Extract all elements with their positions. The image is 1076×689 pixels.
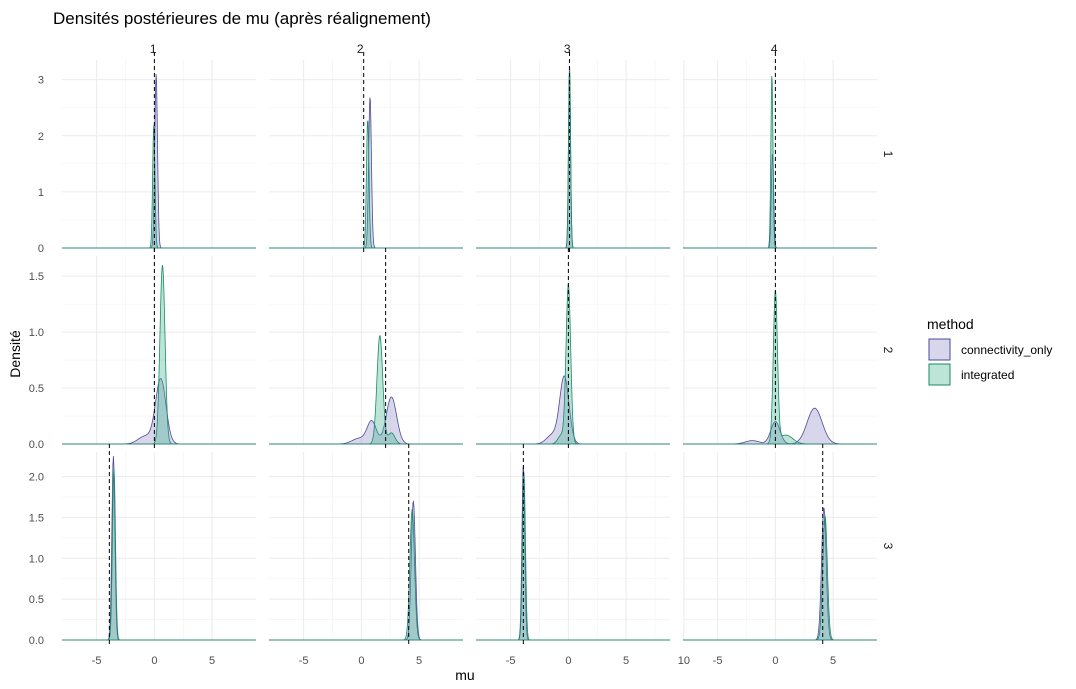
facet-panel: [269, 52, 463, 252]
x-tick-label: -5: [506, 655, 516, 667]
density-integrated: [476, 472, 670, 641]
chart-title: Densités postérieures de mu (après réali…: [53, 9, 431, 28]
legend: method connectivity_only integrated: [927, 316, 1052, 386]
panel-grid: 1 2 3 4 1 2 3 0 1 2 3 0.0 0.5 1.0 1.5 0.0 0.5 1.0 1.5 2.0 -5…: [29, 42, 895, 667]
facet-panel: [269, 248, 463, 448]
density-connectivity-only: [683, 507, 877, 641]
x-tick-label: 0: [358, 655, 364, 667]
x-tick-label: 0: [151, 655, 157, 667]
legend-label: connectivity_only: [961, 343, 1052, 357]
legend-label: integrated: [961, 368, 1014, 382]
x-tick-label: -5: [92, 655, 102, 667]
y-tick-label: 0.5: [29, 383, 44, 395]
facet-panel: [269, 444, 463, 644]
x-tick-label: 5: [209, 655, 215, 667]
facet-row-label: 1: [881, 151, 895, 158]
facet-col-label: 1: [150, 42, 157, 56]
x-tick-label: 5: [830, 655, 836, 667]
facet-col-label: 2: [357, 42, 364, 56]
y-tick-label: 1: [38, 187, 44, 199]
facet-panel: [683, 444, 877, 644]
x-tick-label: 10: [678, 655, 690, 667]
y-axis-label: Densité: [7, 330, 23, 378]
density-integrated: [683, 515, 877, 641]
x-tick-label: 0: [772, 655, 778, 667]
facet-row-label: 3: [881, 543, 895, 550]
x-tick-label: 5: [416, 655, 422, 667]
legend-key: [928, 338, 951, 361]
facet-panel: [62, 52, 256, 252]
density-connectivity-only: [62, 74, 256, 249]
x-tick-label: -5: [713, 655, 723, 667]
facet-panel: [476, 52, 685, 252]
facet-panel: [476, 444, 685, 644]
y-tick-label: 0.0: [29, 439, 44, 451]
density-integrated: [683, 76, 877, 249]
y-tick-label: 0.5: [29, 594, 44, 606]
density-integrated: [62, 264, 256, 445]
density-integrated: [269, 335, 463, 445]
y-tick-label: 0.0: [29, 635, 44, 647]
y-tick-label: 0: [38, 243, 44, 255]
facet-panel: [62, 444, 256, 644]
facet-panel: [62, 248, 256, 448]
density-integrated: [62, 125, 256, 249]
x-tick-label: -5: [299, 655, 309, 667]
facet-col-label: 4: [771, 42, 778, 56]
y-tick-label: 2.0: [29, 472, 44, 484]
density-integrated: [62, 468, 256, 641]
legend-key: [928, 363, 951, 386]
facet-panel: [683, 248, 877, 448]
y-tick-label: 1.0: [29, 553, 44, 565]
density-integrated: [269, 120, 463, 249]
facet-row-label: 2: [881, 347, 895, 354]
facet-col-label: 3: [564, 42, 571, 56]
density-connectivity-only: [269, 500, 463, 641]
y-tick-label: 1.5: [29, 512, 44, 524]
facet-panel: [476, 248, 685, 448]
x-axis-label: mu: [455, 667, 474, 683]
x-tick-label: 0: [565, 655, 571, 667]
density-connectivity-only: [476, 465, 670, 641]
y-tick-label: 1.5: [29, 271, 44, 283]
density-integrated: [269, 509, 463, 641]
density-connectivity-only: [683, 153, 877, 249]
density-connectivity-only: [269, 396, 463, 445]
y-tick-label: 3: [38, 75, 44, 87]
y-tick-label: 1.0: [29, 327, 44, 339]
density-connectivity-only: [476, 66, 670, 249]
y-tick-label: 2: [38, 131, 44, 143]
density-connectivity-only: [62, 456, 256, 641]
x-tick-label: 5: [623, 655, 629, 667]
facet-panel: [683, 52, 877, 252]
density-integrated: [476, 68, 670, 249]
density-integrated: [476, 283, 670, 445]
legend-title: method: [927, 316, 974, 332]
density-integrated: [683, 290, 877, 445]
